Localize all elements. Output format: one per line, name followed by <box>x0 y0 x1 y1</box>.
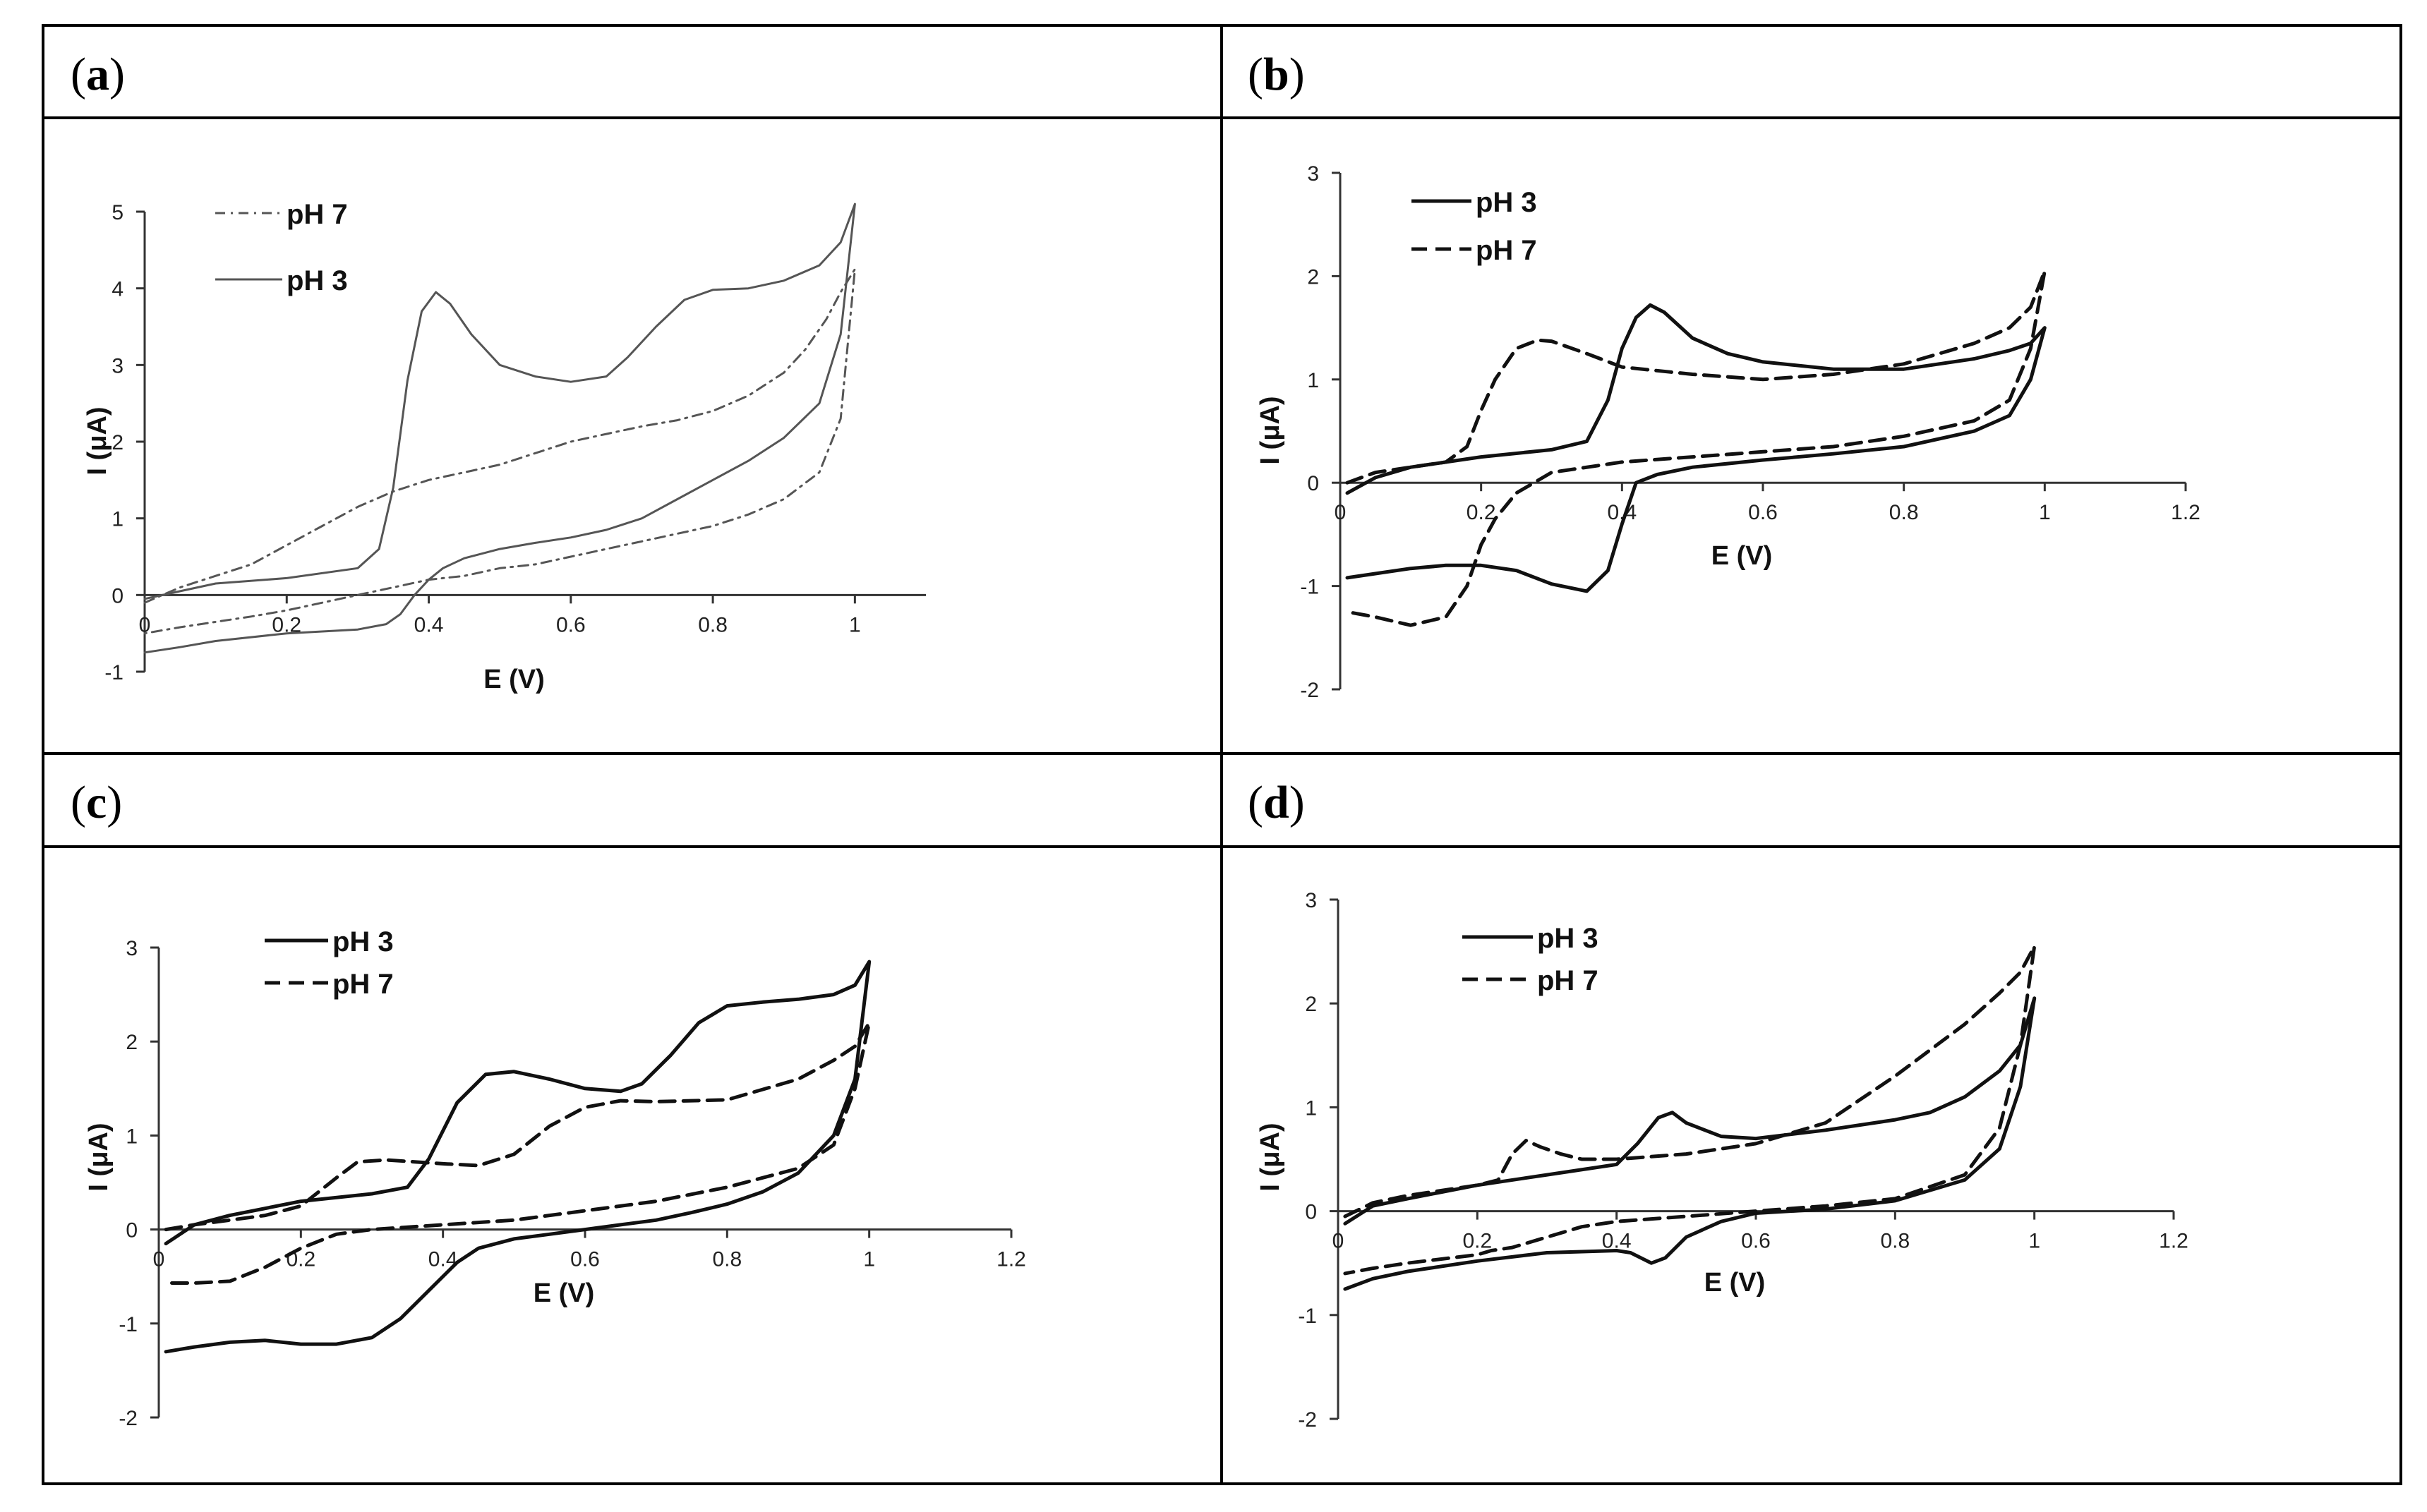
y-tick-label: 0 <box>112 584 124 607</box>
panel-label-c: (c) <box>71 777 123 828</box>
x-tick-label: 0.6 <box>1748 501 1778 524</box>
x-axis-label: E (V) <box>534 1278 595 1308</box>
y-tick-label: -2 <box>1298 1408 1317 1432</box>
series-line-ph-7 <box>164 1021 872 1285</box>
legend-label: pH 3 <box>332 926 394 957</box>
panel-label-d: (d) <box>1248 777 1305 828</box>
x-tick-label: 1 <box>863 1248 875 1271</box>
y-tick-label: -1 <box>1300 576 1319 599</box>
y-tick-label: -2 <box>119 1407 138 1430</box>
panel-label-d-letter: d <box>1263 777 1289 828</box>
x-tick-label: 0 <box>139 613 151 636</box>
y-tick-label: 1 <box>126 1125 138 1148</box>
y-tick-label: 0 <box>1305 1201 1317 1224</box>
x-tick-label: 1 <box>849 613 861 636</box>
y-tick-label: -1 <box>104 661 124 684</box>
legend-label: pH 7 <box>1476 235 1537 266</box>
series-line-ph-3 <box>164 960 872 1354</box>
legend-label: pH 3 <box>287 265 348 296</box>
legend-label: pH 7 <box>1537 965 1598 996</box>
x-tick-label: 0.2 <box>1462 1230 1492 1253</box>
x-tick-label: 0.8 <box>1889 501 1919 524</box>
x-tick-label: 0 <box>1332 1230 1344 1253</box>
x-tick-label: 1.2 <box>2159 1230 2188 1253</box>
x-tick-label: 1 <box>2039 501 2051 524</box>
y-tick-label: 3 <box>1305 889 1317 912</box>
y-tick-label: 3 <box>112 354 124 377</box>
y-tick-label: 2 <box>1307 265 1319 289</box>
y-axis-label: I (μA) <box>83 406 112 475</box>
x-tick-label: 0.8 <box>1880 1230 1910 1253</box>
panel-label-b-letter: b <box>1263 49 1289 100</box>
y-tick-label: 0 <box>1307 472 1319 495</box>
panel-label-a: (a) <box>71 49 125 100</box>
x-tick-label: 0.8 <box>698 613 728 636</box>
series-line-ph-7 <box>1343 944 2037 1276</box>
series-line-ph-7 <box>1345 269 2047 627</box>
legend-label: pH 3 <box>1537 923 1598 954</box>
y-tick-label: 5 <box>112 201 124 224</box>
series-line-ph-3 <box>1345 303 2047 593</box>
y-tick-label: 2 <box>126 1031 138 1054</box>
y-axis-label: I (μA) <box>84 1123 114 1191</box>
y-tick-label: 2 <box>1305 993 1317 1016</box>
legend-label: pH 3 <box>1476 187 1537 218</box>
series-line-ph-3 <box>1343 996 2037 1291</box>
y-tick-label: 1 <box>1307 369 1319 392</box>
x-axis-label: E (V) <box>1711 541 1773 571</box>
x-tick-label: 0.6 <box>570 1248 600 1271</box>
x-tick-label: 0.4 <box>414 613 444 636</box>
series-line-ph-7 <box>143 268 856 635</box>
y-tick-label: 1 <box>1305 1096 1317 1120</box>
y-axis-label: I (μA) <box>1255 396 1285 464</box>
x-tick-label: 0.2 <box>1467 501 1496 524</box>
series-line-ph-3 <box>143 202 856 654</box>
legend-label: pH 7 <box>287 199 348 230</box>
y-tick-label: 4 <box>112 278 124 301</box>
panel-label-b: (b) <box>1248 49 1305 100</box>
x-tick-label: 0.6 <box>556 613 586 636</box>
x-tick-label: 1.2 <box>2171 501 2200 524</box>
y-tick-label: 3 <box>126 937 138 960</box>
y-tick-label: 1 <box>112 508 124 531</box>
x-tick-label: 0.6 <box>1741 1230 1771 1253</box>
y-tick-label: -1 <box>1298 1305 1317 1328</box>
y-tick-label: 3 <box>1307 162 1319 186</box>
panel-label-c-letter: c <box>85 777 107 828</box>
x-tick-label: 0 <box>153 1248 165 1271</box>
y-tick-label: -2 <box>1300 679 1319 702</box>
x-tick-label: 0.8 <box>712 1248 742 1271</box>
y-tick-label: 0 <box>126 1219 138 1242</box>
y-axis-label: I (μA) <box>1255 1123 1285 1191</box>
x-axis-label: E (V) <box>483 665 545 694</box>
x-axis-label: E (V) <box>1704 1268 1766 1298</box>
x-tick-label: 0 <box>1335 501 1347 524</box>
x-tick-label: 1 <box>2028 1230 2040 1253</box>
x-tick-label: 1.2 <box>996 1248 1026 1271</box>
panel-label-a-letter: a <box>85 49 109 100</box>
y-tick-label: -1 <box>119 1313 138 1336</box>
legend-label: pH 7 <box>332 969 394 1000</box>
y-tick-label: 2 <box>112 431 124 454</box>
